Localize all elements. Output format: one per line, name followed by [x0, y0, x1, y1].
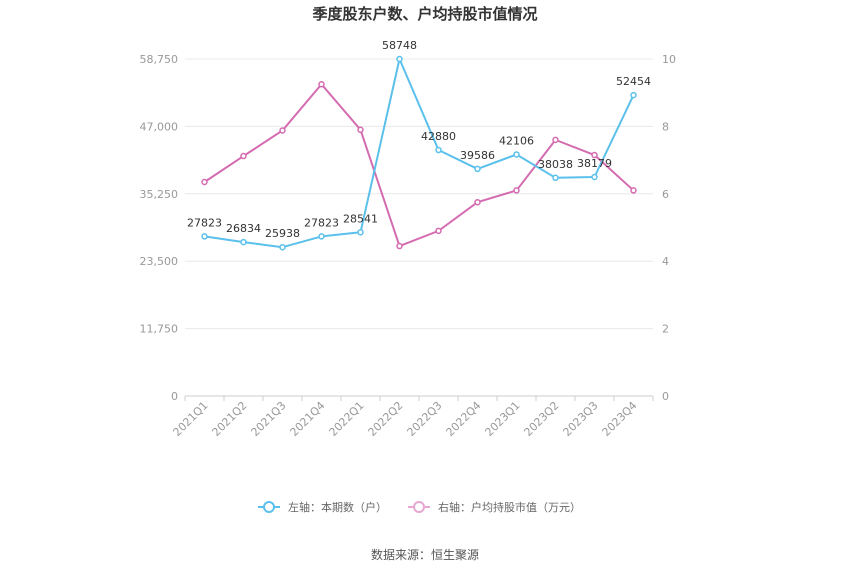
left-series-point[interactable] [240, 238, 247, 246]
data-label: 42106 [499, 134, 534, 147]
left-tick-label: 47,000 [140, 120, 179, 133]
legend[interactable]: 左轴：本期数（户） 右轴：户均持股市值（万元） [258, 500, 581, 514]
right-series-point[interactable] [591, 151, 598, 159]
data-label: 26834 [226, 222, 261, 235]
x-tick-label: 2021Q3 [249, 399, 289, 439]
series-layer: 27823 26834 25938 27823 28541 58748 42880 39586… [187, 39, 651, 251]
data-label: 42880 [421, 130, 456, 143]
right-series-point[interactable] [396, 242, 403, 250]
x-tick-label: 2022Q1 [327, 399, 367, 439]
legend-item-left-series[interactable]: 左轴：本期数（户） [258, 500, 387, 514]
left-axis: 0 11,750 23,500 35,250 47,000 58,750 [140, 53, 179, 403]
data-label: 38179 [577, 157, 612, 170]
right-series-point[interactable] [201, 178, 208, 186]
x-axis: 2021Q12021Q22021Q32021Q42022Q12022Q22022… [171, 396, 654, 439]
x-tick-label: 2021Q2 [210, 399, 250, 439]
left-series-point[interactable] [435, 146, 442, 154]
legend-marker-icon [413, 501, 425, 513]
right-series-point[interactable] [279, 127, 286, 134]
right-series-point[interactable] [240, 152, 247, 160]
left-series-point[interactable] [357, 229, 364, 236]
right-series-point[interactable] [318, 81, 325, 88]
data-label: 39586 [460, 149, 495, 162]
right-tick-label: 6 [662, 188, 669, 201]
legend-marker-icon [263, 501, 275, 513]
left-series-point[interactable] [552, 174, 559, 182]
right-series-point[interactable] [552, 136, 559, 144]
legend-label-left: 左轴：本期数（户） [288, 500, 387, 514]
left-series-point[interactable] [591, 173, 598, 181]
right-tick-label: 4 [662, 255, 669, 268]
left-tick-label: 0 [171, 390, 178, 403]
right-series-point[interactable] [357, 126, 364, 134]
data-label: 58748 [382, 39, 417, 52]
left-tick-label: 35,250 [140, 188, 179, 201]
data-label: 38038 [538, 158, 573, 171]
right-tick-label: 2 [662, 323, 669, 336]
right-series-line [203, 83, 635, 248]
data-label: 27823 [304, 216, 339, 229]
left-series-point[interactable] [318, 233, 325, 240]
left-series-point[interactable] [630, 91, 637, 99]
x-tick-label: 2023Q4 [600, 399, 640, 439]
x-tick-label: 2021Q4 [288, 399, 328, 439]
left-tick-label: 23,500 [140, 255, 179, 268]
data-label: 28541 [343, 212, 378, 225]
x-tick-label: 2022Q3 [405, 399, 445, 439]
left-series-point[interactable] [396, 55, 403, 63]
right-series-point[interactable] [630, 187, 637, 194]
x-tick-label: 2023Q3 [561, 399, 601, 439]
source-note: 数据来源：恒生聚源 [371, 547, 479, 562]
right-tick-label: 10 [662, 53, 676, 66]
right-series-point[interactable] [435, 227, 442, 235]
data-label: 25938 [265, 227, 300, 240]
left-tick-label: 11,750 [140, 323, 179, 336]
left-series-point[interactable] [279, 243, 286, 251]
x-tick-label: 2021Q1 [171, 399, 211, 439]
left-tick-label: 58,750 [140, 53, 179, 66]
x-tick-label: 2023Q2 [522, 399, 562, 439]
right-tick-label: 0 [662, 390, 669, 403]
left-series-point[interactable] [513, 151, 520, 158]
left-series-point[interactable] [201, 233, 208, 240]
right-tick-label: 8 [662, 120, 669, 133]
legend-label-right: 右轴：户均持股市值（万元） [438, 500, 581, 514]
left-series-line [204, 58, 635, 249]
right-series-point[interactable] [474, 198, 481, 206]
right-axis: 0 2 4 6 8 10 [662, 53, 676, 403]
legend-item-right-series[interactable]: 右轴：户均持股市值（万元） [408, 500, 581, 514]
x-tick-label: 2022Q2 [366, 399, 406, 439]
data-label: 52454 [616, 75, 651, 88]
left-series-point[interactable] [474, 165, 481, 173]
x-tick-label: 2023Q1 [483, 399, 523, 439]
chart-title: 季度股东户数、户均持股市值情况 [312, 5, 537, 23]
x-tick-label: 2022Q4 [444, 399, 484, 439]
right-series-point[interactable] [513, 187, 520, 194]
data-label: 27823 [187, 216, 222, 229]
